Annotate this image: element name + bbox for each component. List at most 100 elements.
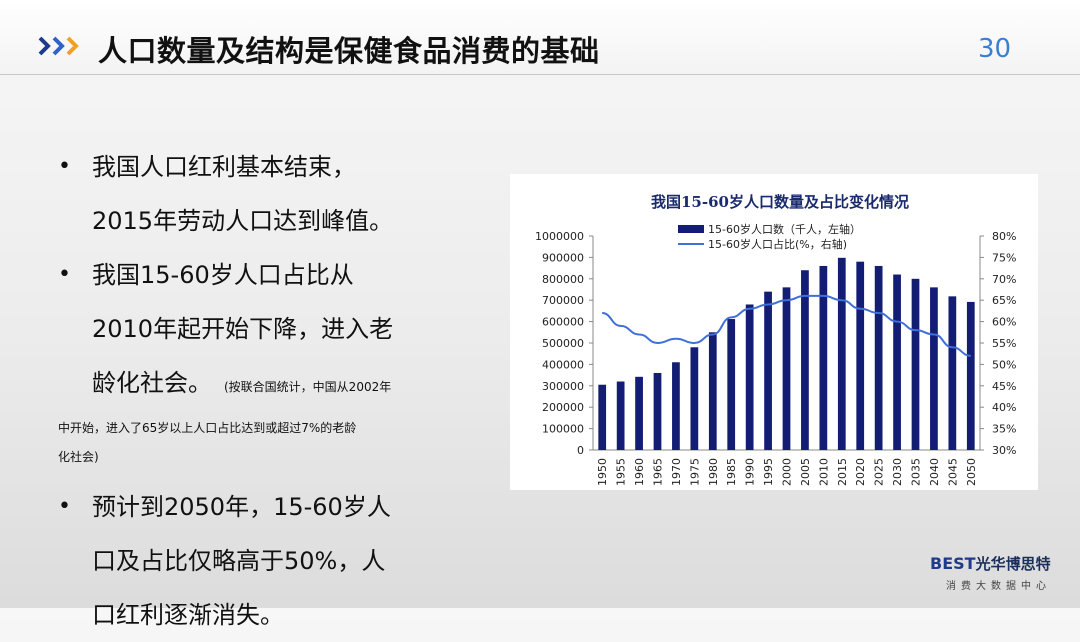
x-tick-label: 1975 — [688, 458, 701, 486]
slide-header: 人口数量及结构是保健食品消费的基础 30 — [0, 0, 1080, 75]
bullet-dot-icon: • — [58, 248, 71, 302]
bar-1995 — [764, 292, 772, 450]
left-tick-label: 400000 — [542, 358, 584, 371]
x-tick-label: 1985 — [725, 458, 738, 486]
bar-2025 — [875, 266, 883, 450]
bullet-line: 我国15-60岁人口占比从 — [92, 248, 458, 302]
chart-legend: 15-60岁人口数（千人，左轴）15-60岁人口占比(%，右轴) — [678, 222, 861, 251]
x-tick-label: 1950 — [596, 458, 609, 486]
bar-series — [598, 258, 974, 450]
bullet-line: 2015年劳动人口达到峰值。 — [92, 194, 458, 248]
bullet-list: • 我国人口红利基本结束， 2015年劳动人口达到峰值。 • 我国15-60岁人… — [58, 140, 458, 642]
bar-2040 — [930, 287, 938, 450]
bullet-dot-icon: • — [58, 480, 71, 534]
left-tick-label: 0 — [577, 444, 584, 457]
x-tick-label: 1965 — [652, 458, 665, 486]
bar-1965 — [654, 373, 662, 450]
slide-title: 人口数量及结构是保健食品消费的基础 — [98, 28, 600, 70]
left-tick-label: 900000 — [542, 251, 584, 264]
right-tick-label: 55% — [992, 337, 1016, 350]
bar-2020 — [856, 262, 864, 450]
bar-2035 — [912, 279, 920, 450]
bullet-note: 中开始，进入了65岁以上人口占比达到或超过7%的老龄 — [58, 414, 458, 443]
bar-1955 — [617, 382, 625, 450]
bar-2000 — [783, 287, 791, 450]
bar-1980 — [709, 332, 717, 450]
x-tick-label: 2020 — [854, 458, 867, 486]
chevrons-icon — [38, 36, 88, 56]
bar-2045 — [948, 296, 956, 450]
right-tick-label: 65% — [992, 294, 1016, 307]
right-tick-label: 50% — [992, 358, 1016, 371]
bar-2015 — [838, 258, 846, 450]
bar-1970 — [672, 362, 680, 450]
chart-svg: 我国15-60岁人口数量及占比变化情况 15-60岁人口数（千人，左轴）15-6… — [510, 174, 1038, 490]
right-tick-label: 70% — [992, 273, 1016, 286]
bar-1990 — [746, 304, 754, 450]
x-tick-label: 2015 — [836, 458, 849, 486]
bullet-note: (按联合国统计，中国从2002年 — [224, 380, 391, 394]
page-number: 30 — [978, 34, 1011, 64]
x-tick-label: 2030 — [891, 458, 904, 486]
bar-2010 — [819, 266, 827, 450]
bar-1985 — [727, 319, 735, 450]
bar-2005 — [801, 270, 809, 450]
x-tick-label: 1970 — [670, 458, 683, 486]
bullet-item: • 我国15-60岁人口占比从 2010年起开始下降，进入老 龄化社会。 (按联合… — [58, 248, 458, 472]
x-tick-label: 2025 — [873, 458, 886, 486]
brand-logo: BEST光华博思特 — [930, 553, 1070, 574]
legend-bar-label: 15-60岁人口数（千人，左轴） — [708, 222, 861, 236]
left-tick-label: 800000 — [542, 273, 584, 286]
bar-2050 — [967, 302, 975, 450]
left-tick-label: 600000 — [542, 316, 584, 329]
left-tick-label: 700000 — [542, 294, 584, 307]
bar-1960 — [635, 377, 643, 450]
right-tick-label: 75% — [992, 251, 1016, 264]
brand-logo-text: BEST — [930, 554, 976, 573]
x-tick-label: 1990 — [744, 458, 757, 486]
x-tick-label: 2040 — [928, 458, 941, 486]
population-chart: 我国15-60岁人口数量及占比变化情况 15-60岁人口数（千人，左轴）15-6… — [510, 174, 1038, 490]
bullet-line: 口及占比仅略高于50%，人 — [92, 534, 458, 588]
bullet-dot-icon: • — [58, 140, 71, 194]
brand-subtitle: 消费大数据中心 — [930, 577, 1070, 592]
bullet-note: 化社会) — [58, 443, 458, 472]
left-tick-label: 200000 — [542, 401, 584, 414]
x-tick-label: 2050 — [965, 458, 978, 486]
bullet-line: 口红利逐渐消失。 — [92, 588, 458, 642]
bullet-item: • 预计到2050年，15-60岁人 口及占比仅略高于50%，人 口红利逐渐消失… — [58, 480, 458, 642]
bullet-line: 预计到2050年，15-60岁人 — [92, 480, 458, 534]
bar-1975 — [690, 347, 698, 450]
right-tick-label: 60% — [992, 316, 1016, 329]
x-tick-label: 1960 — [633, 458, 646, 486]
bullet-line: 2010年起开始下降，进入老 — [92, 302, 458, 356]
bullet-line: 龄化社会。 — [92, 369, 212, 397]
right-tick-label: 80% — [992, 230, 1016, 243]
legend-bar-swatch — [678, 225, 704, 233]
chart-axes: 1000000900000800000700000600000500000400… — [535, 230, 1016, 486]
left-tick-label: 1000000 — [535, 230, 584, 243]
x-tick-label: 2005 — [799, 458, 812, 486]
x-tick-label: 1980 — [707, 458, 720, 486]
bar-2030 — [893, 275, 901, 450]
x-tick-label: 2045 — [946, 458, 959, 486]
brand-name: 光华博思特 — [976, 555, 1051, 573]
x-tick-label: 2035 — [910, 458, 923, 486]
legend-line-label: 15-60岁人口占比(%，右轴) — [708, 237, 847, 251]
bullet-line: 我国人口红利基本结束， — [92, 140, 458, 194]
right-tick-label: 45% — [992, 380, 1016, 393]
right-tick-label: 40% — [992, 401, 1016, 414]
left-tick-label: 100000 — [542, 423, 584, 436]
left-tick-label: 500000 — [542, 337, 584, 350]
x-tick-label: 1955 — [615, 458, 628, 486]
x-tick-label: 2010 — [817, 458, 830, 486]
chart-title: 我国15-60岁人口数量及占比变化情况 — [651, 193, 909, 211]
right-tick-label: 30% — [992, 444, 1016, 457]
bar-1950 — [598, 385, 606, 450]
brand-block: BEST光华博思特 消费大数据中心 — [930, 553, 1070, 592]
right-tick-label: 35% — [992, 423, 1016, 436]
bullet-item: • 我国人口红利基本结束， 2015年劳动人口达到峰值。 — [58, 140, 458, 248]
x-tick-label: 1995 — [762, 458, 775, 486]
left-tick-label: 300000 — [542, 380, 584, 393]
x-tick-label: 2000 — [781, 458, 794, 486]
